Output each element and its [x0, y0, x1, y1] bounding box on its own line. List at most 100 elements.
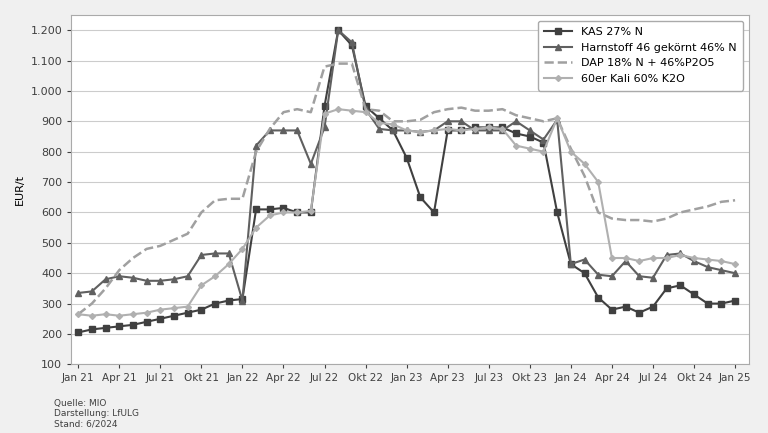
Harnstoff 46 gekörnt 46% N — [74, 291, 83, 296]
60er Kali 60% K2O — [293, 210, 302, 215]
DAP 18% N + 46%P2O5 — [88, 301, 97, 306]
DAP 18% N + 46%P2O5 — [730, 198, 740, 203]
60er Kali 60% K2O — [183, 304, 192, 309]
60er Kali 60% K2O — [607, 255, 617, 261]
KAS 27% N — [361, 103, 370, 109]
Harnstoff 46 gekörnt 46% N — [265, 128, 274, 133]
DAP 18% N + 46%P2O5 — [183, 231, 192, 236]
Harnstoff 46 gekörnt 46% N — [471, 128, 480, 133]
DAP 18% N + 46%P2O5 — [74, 312, 83, 317]
60er Kali 60% K2O — [594, 179, 603, 184]
DAP 18% N + 46%P2O5 — [525, 116, 535, 121]
DAP 18% N + 46%P2O5 — [552, 116, 561, 121]
DAP 18% N + 46%P2O5 — [197, 210, 206, 215]
DAP 18% N + 46%P2O5 — [539, 119, 548, 124]
KAS 27% N — [621, 304, 631, 309]
60er Kali 60% K2O — [170, 306, 179, 311]
KAS 27% N — [156, 316, 165, 321]
KAS 27% N — [566, 262, 575, 267]
60er Kali 60% K2O — [552, 116, 561, 121]
60er Kali 60% K2O — [251, 225, 260, 230]
KAS 27% N — [457, 128, 466, 133]
DAP 18% N + 46%P2O5 — [471, 108, 480, 113]
60er Kali 60% K2O — [114, 313, 124, 318]
60er Kali 60% K2O — [88, 313, 97, 318]
KAS 27% N — [484, 125, 493, 130]
60er Kali 60% K2O — [525, 146, 535, 151]
Legend: KAS 27% N, Harnstoff 46 gekörnt 46% N, DAP 18% N + 46%P2O5, 60er Kali 60% K2O: KAS 27% N, Harnstoff 46 gekörnt 46% N, D… — [538, 20, 743, 90]
60er Kali 60% K2O — [566, 149, 575, 154]
60er Kali 60% K2O — [415, 129, 425, 135]
60er Kali 60% K2O — [511, 143, 521, 148]
Harnstoff 46 gekörnt 46% N — [511, 119, 521, 124]
60er Kali 60% K2O — [402, 128, 411, 133]
Harnstoff 46 gekörnt 46% N — [457, 119, 466, 124]
60er Kali 60% K2O — [634, 259, 644, 264]
60er Kali 60% K2O — [429, 128, 439, 133]
Harnstoff 46 gekörnt 46% N — [498, 128, 507, 133]
DAP 18% N + 46%P2O5 — [347, 61, 356, 66]
KAS 27% N — [580, 271, 589, 276]
KAS 27% N — [197, 307, 206, 312]
Harnstoff 46 gekörnt 46% N — [320, 125, 329, 130]
KAS 27% N — [306, 210, 316, 215]
KAS 27% N — [224, 298, 233, 303]
Harnstoff 46 gekörnt 46% N — [210, 251, 220, 256]
KAS 27% N — [101, 325, 110, 330]
60er Kali 60% K2O — [717, 259, 726, 264]
60er Kali 60% K2O — [621, 255, 631, 261]
60er Kali 60% K2O — [375, 120, 384, 126]
Line: KAS 27% N: KAS 27% N — [75, 27, 738, 335]
KAS 27% N — [251, 207, 260, 212]
KAS 27% N — [703, 301, 713, 306]
KAS 27% N — [443, 128, 452, 133]
KAS 27% N — [429, 210, 439, 215]
60er Kali 60% K2O — [662, 255, 671, 261]
KAS 27% N — [183, 310, 192, 315]
KAS 27% N — [525, 134, 535, 139]
DAP 18% N + 46%P2O5 — [293, 107, 302, 112]
Line: DAP 18% N + 46%P2O5: DAP 18% N + 46%P2O5 — [78, 64, 735, 314]
60er Kali 60% K2O — [279, 210, 288, 215]
KAS 27% N — [114, 324, 124, 329]
Harnstoff 46 gekörnt 46% N — [142, 278, 151, 283]
60er Kali 60% K2O — [265, 213, 274, 218]
DAP 18% N + 46%P2O5 — [703, 204, 713, 209]
60er Kali 60% K2O — [156, 307, 165, 312]
DAP 18% N + 46%P2O5 — [607, 216, 617, 221]
DAP 18% N + 46%P2O5 — [306, 110, 316, 115]
KAS 27% N — [210, 301, 220, 306]
DAP 18% N + 46%P2O5 — [142, 246, 151, 252]
60er Kali 60% K2O — [539, 149, 548, 154]
Harnstoff 46 gekörnt 46% N — [415, 129, 425, 135]
Harnstoff 46 gekörnt 46% N — [306, 161, 316, 166]
Harnstoff 46 gekörnt 46% N — [662, 252, 671, 258]
DAP 18% N + 46%P2O5 — [662, 216, 671, 221]
Harnstoff 46 gekörnt 46% N — [730, 271, 740, 276]
60er Kali 60% K2O — [484, 125, 493, 130]
Harnstoff 46 gekörnt 46% N — [347, 40, 356, 45]
DAP 18% N + 46%P2O5 — [114, 268, 124, 273]
60er Kali 60% K2O — [333, 107, 343, 112]
Harnstoff 46 gekörnt 46% N — [594, 272, 603, 277]
Harnstoff 46 gekörnt 46% N — [333, 28, 343, 33]
KAS 27% N — [498, 125, 507, 130]
60er Kali 60% K2O — [389, 122, 398, 127]
DAP 18% N + 46%P2O5 — [279, 110, 288, 115]
Line: Harnstoff 46 gekörnt 46% N: Harnstoff 46 gekörnt 46% N — [74, 27, 739, 304]
KAS 27% N — [511, 131, 521, 136]
KAS 27% N — [676, 283, 685, 288]
60er Kali 60% K2O — [498, 126, 507, 132]
DAP 18% N + 46%P2O5 — [580, 173, 589, 178]
DAP 18% N + 46%P2O5 — [402, 119, 411, 124]
60er Kali 60% K2O — [690, 255, 699, 261]
60er Kali 60% K2O — [210, 274, 220, 279]
Harnstoff 46 gekörnt 46% N — [361, 107, 370, 112]
DAP 18% N + 46%P2O5 — [511, 113, 521, 118]
60er Kali 60% K2O — [74, 312, 83, 317]
Harnstoff 46 gekörnt 46% N — [128, 275, 137, 280]
KAS 27% N — [662, 286, 671, 291]
DAP 18% N + 46%P2O5 — [498, 107, 507, 112]
60er Kali 60% K2O — [306, 208, 316, 213]
Harnstoff 46 gekörnt 46% N — [580, 257, 589, 262]
